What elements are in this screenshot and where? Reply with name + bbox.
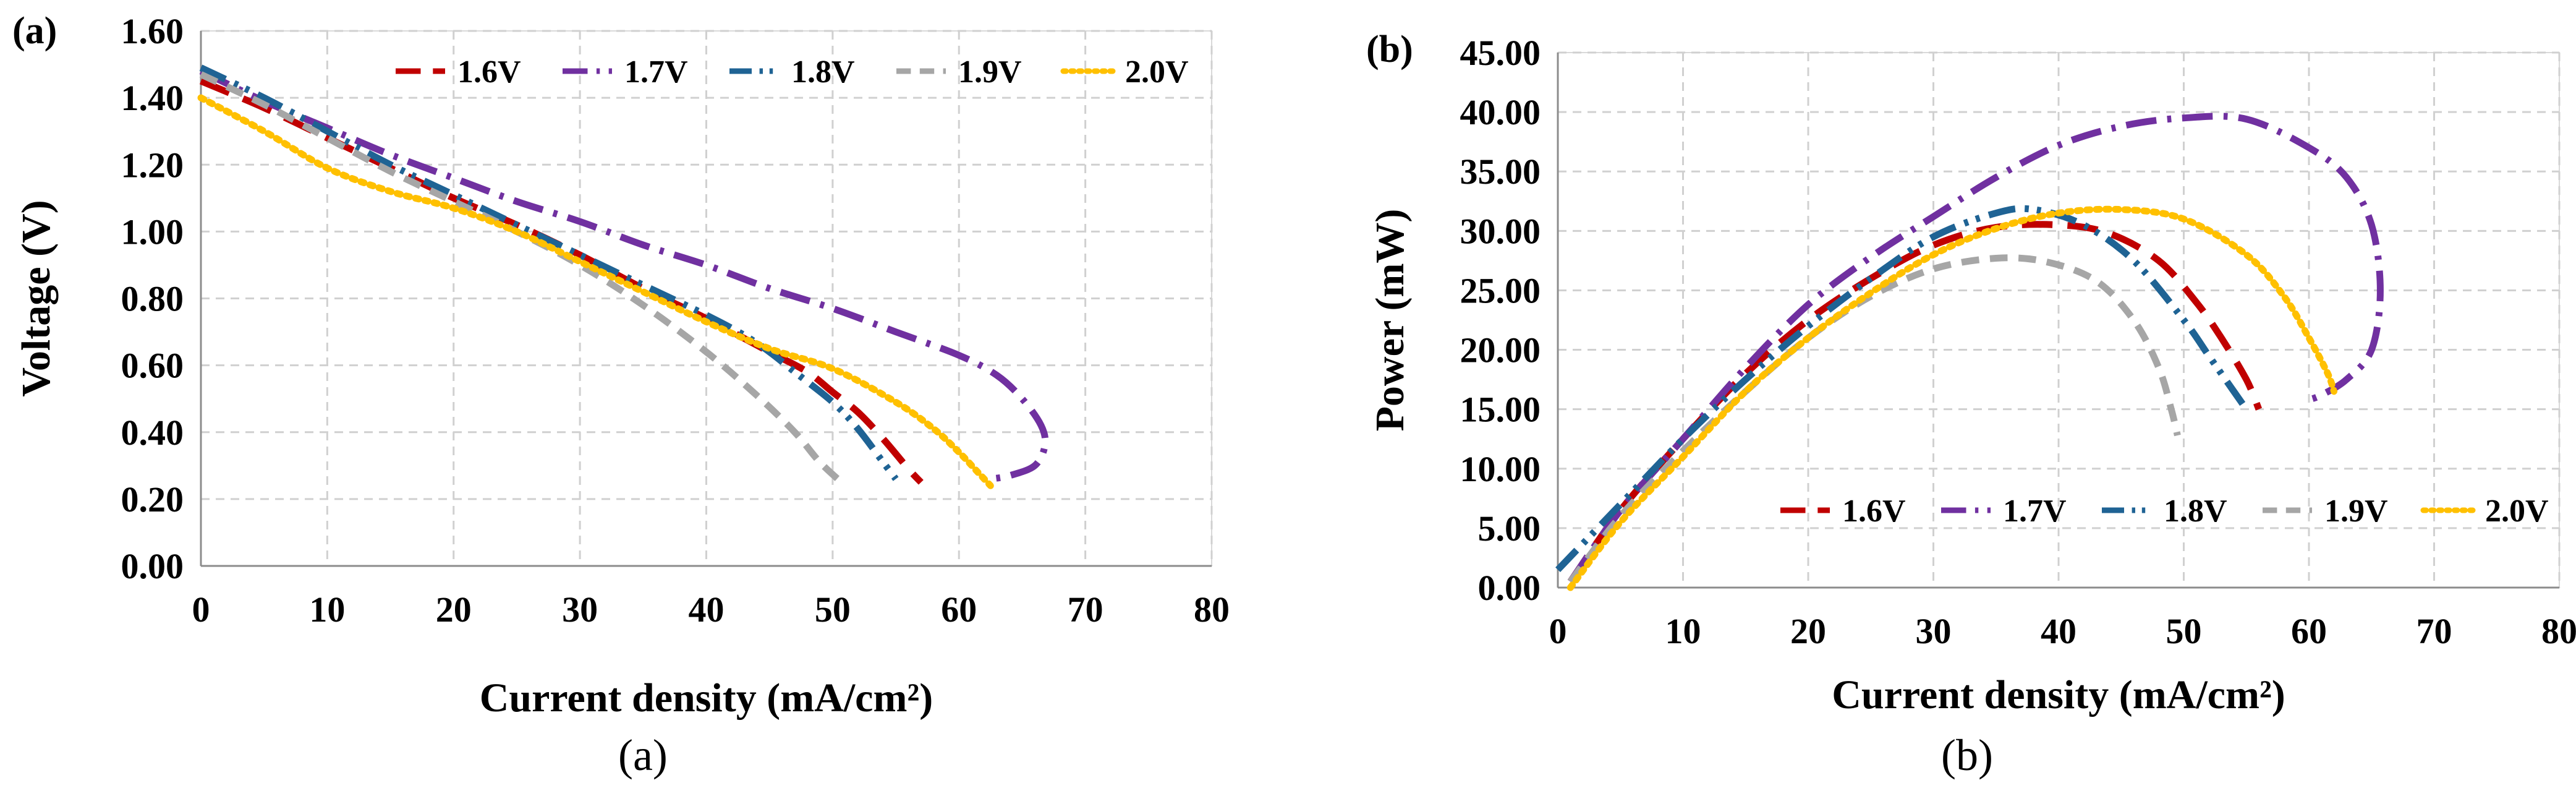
x-tick-label: 50 (2166, 611, 2202, 651)
x-tick-label: 60 (941, 589, 977, 630)
y-tick-label: 30.00 (1460, 211, 1541, 251)
y-tick-label: 1.00 (121, 212, 184, 252)
x-tick-label: 0 (192, 589, 210, 630)
y-tick-label: 25.00 (1460, 270, 1541, 310)
x-tick-label: 10 (309, 589, 345, 630)
caption-b: (b) (1941, 730, 1993, 780)
y-tick-label: 1.40 (121, 78, 184, 118)
y-tick-label: 0.00 (121, 546, 184, 586)
x-tick-label: 0 (1549, 611, 1567, 651)
legend-label: 2.0V (2485, 494, 2549, 529)
y-axis-title: Voltage (V) (14, 200, 59, 396)
legend-label: 1.6V (1842, 494, 1906, 529)
panel-label: (b) (1366, 28, 1413, 71)
y-tick-label: 0.60 (121, 346, 184, 386)
y-tick-label: 1.20 (121, 145, 184, 185)
series-line-1.9V (199, 71, 848, 489)
legend: 1.6V 1.7V 1.8V 1.9V 2.0V (1780, 494, 2549, 529)
x-tick-label: 30 (562, 589, 598, 630)
series-line-1.7V (1567, 113, 2384, 584)
x-tick-label: 50 (815, 589, 851, 630)
caption-a: (a) (618, 730, 668, 780)
series-line-1.8V (1555, 205, 2250, 572)
x-tick-label: 40 (2041, 611, 2077, 651)
y-tick-label: 0.40 (121, 413, 184, 453)
series-line-2.0V (197, 94, 994, 489)
y-tick-label: 20.00 (1460, 330, 1541, 370)
legend-label: 1.7V (2003, 494, 2067, 529)
x-tick-label: 20 (436, 589, 472, 630)
x-tick-label: 70 (2417, 611, 2452, 651)
legend: 1.6V 1.7V 1.8V 1.9V 2.0V (396, 54, 1189, 90)
y-tick-label: 45.00 (1460, 33, 1541, 73)
legend-label: 1.7V (624, 54, 688, 90)
legend-label: 1.9V (2324, 494, 2388, 529)
x-tick-label: 80 (2541, 611, 2576, 651)
x-tick-label: 80 (1194, 589, 1230, 630)
x-axis-title: Current density (mA/cm²) (480, 675, 933, 721)
y-tick-label: 0.00 (1478, 568, 1541, 608)
y-tick-label: 0.20 (121, 479, 184, 520)
legend-label: 2.0V (1125, 54, 1189, 90)
chart-panel-b: 0.00 5.00 10.00 15.00 20.00 25.00 30.00 35.00 40… (1366, 28, 2576, 717)
y-tick-label: 10.00 (1460, 449, 1541, 489)
series-line-1.6V (1567, 221, 2263, 584)
series-line-1.6V (199, 78, 924, 485)
y-tick-label: 0.80 (121, 279, 184, 319)
x-tick-label: 70 (1068, 589, 1103, 630)
series-line-1.9V (1567, 254, 2181, 584)
x-tick-label: 10 (1665, 611, 1701, 651)
y-tick-label: 5.00 (1478, 508, 1541, 549)
legend-label: 1.8V (791, 54, 855, 90)
x-axis-title: Current density (mA/cm²) (1832, 672, 2285, 717)
chart-panel-a: 0.00 0.20 0.40 0.60 0.80 1.00 1.20 1.40 1.60 0 10 2… (12, 10, 1230, 721)
y-tick-label: 15.00 (1460, 390, 1541, 430)
series-line-1.7V (199, 67, 1049, 482)
panel-label: (a) (12, 10, 57, 52)
series-line-2.0V (1566, 205, 2337, 591)
y-tick-label: 35.00 (1460, 152, 1541, 192)
x-tick-label: 40 (689, 589, 725, 630)
legend-label: 1.8V (2164, 494, 2227, 529)
x-tick-label: 30 (1916, 611, 1952, 651)
x-tick-label: 20 (1790, 611, 1826, 651)
y-tick-label: 40.00 (1460, 92, 1541, 132)
legend-label: 1.6V (457, 54, 521, 90)
y-axis-title: Power (mW) (1367, 209, 1413, 432)
x-tick-label: 60 (2291, 611, 2327, 651)
legend-label: 1.9V (958, 54, 1022, 90)
y-tick-label: 1.60 (121, 11, 184, 51)
